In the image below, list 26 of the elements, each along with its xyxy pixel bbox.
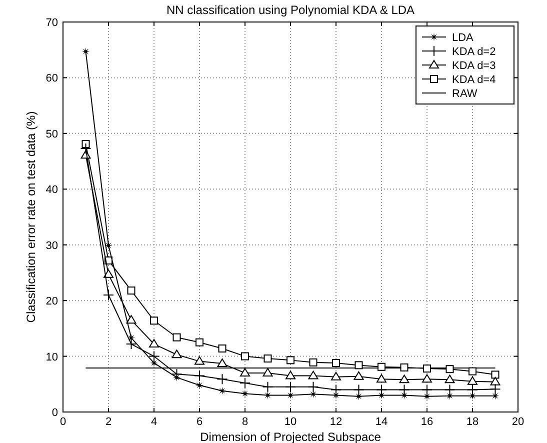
legend-label: KDA d=3 (452, 60, 496, 72)
x-tick-label: 2 (105, 416, 112, 428)
x-tick-label: 4 (150, 416, 158, 428)
x-tick-label: 20 (512, 416, 524, 428)
y-tick-label: 40 (46, 184, 58, 196)
x-tick-label: 10 (284, 416, 297, 428)
x-tick-label: 8 (242, 416, 248, 428)
y-tick-label: 20 (46, 296, 58, 308)
x-tick-label: 14 (375, 416, 388, 428)
y-tick-label: 0 (52, 407, 58, 419)
chart-title: NN classification using Polynomial KDA & LDA (166, 3, 415, 17)
y-tick-label: 70 (46, 17, 58, 29)
legend-label: KDA d=4 (452, 74, 496, 86)
y-tick-label: 50 (46, 128, 58, 140)
x-tick-label: 18 (466, 416, 479, 428)
legend-label: RAW (452, 88, 478, 100)
legend-label: LDA (452, 32, 474, 44)
x-tick-label: 16 (420, 416, 434, 428)
y-tick-label: 60 (46, 72, 58, 85)
x-tick-label: 0 (60, 416, 66, 428)
y-axis-title: Classification error rate on test data (%) (24, 111, 38, 323)
x-tick-label: 12 (330, 416, 342, 428)
y-tick-label: 30 (46, 240, 58, 252)
y-tick-label: 10 (46, 351, 58, 364)
legend-label: KDA d=2 (452, 46, 496, 58)
x-tick-label: 6 (196, 416, 203, 428)
